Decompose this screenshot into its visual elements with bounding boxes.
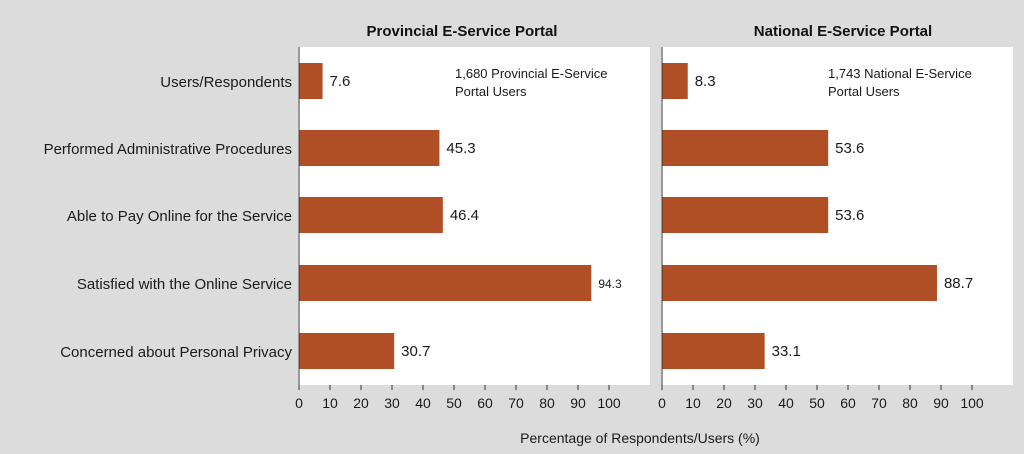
x-tick-label: 80 xyxy=(902,395,918,411)
x-tick-label: 80 xyxy=(539,395,555,411)
x-tick-label: 40 xyxy=(415,395,431,411)
x-tick-label: 100 xyxy=(960,395,984,411)
national-panel-title: National E-Service Portal xyxy=(754,23,932,40)
x-tick-label: 30 xyxy=(747,395,763,411)
bar-value-label: 53.6 xyxy=(835,207,864,224)
bar xyxy=(662,265,937,301)
x-tick-label: 60 xyxy=(477,395,493,411)
x-tick-label: 10 xyxy=(685,395,701,411)
x-tick-label: 50 xyxy=(809,395,825,411)
category-label: Users/Respondents xyxy=(160,74,292,91)
bar-value-label: 45.3 xyxy=(446,140,475,157)
category-labels: Users/Respondents Performed Administrati… xyxy=(44,74,293,361)
bar xyxy=(662,197,829,233)
x-axis-label: Percentage of Respondents/Users (%) xyxy=(520,430,760,446)
bar xyxy=(299,333,395,369)
category-label: Performed Administrative Procedures xyxy=(44,141,292,158)
x-tick-label: 30 xyxy=(384,395,400,411)
x-tick-label: 70 xyxy=(508,395,524,411)
x-tick-label: 90 xyxy=(570,395,586,411)
bar-value-label: 94.3 xyxy=(598,277,622,291)
x-axis-layer: 0 10 20 30 40 50 60 70 80 90 100 0 10 20 30 40 50 60 70 80 9… xyxy=(295,47,984,411)
bars-layer: 7.6 45.3 46.4 94.3 30.7 8.3 53.6 53.6 88.7 33.1 xyxy=(299,63,973,369)
national-users-note-line2: Portal Users xyxy=(828,84,900,99)
bar-value-label: 53.6 xyxy=(835,140,864,157)
provincial-users-note-line2: Portal Users xyxy=(455,84,527,99)
bar-value-label: 8.3 xyxy=(695,73,716,90)
bar xyxy=(662,130,829,166)
x-tick-label: 100 xyxy=(597,395,621,411)
bar-value-label: 30.7 xyxy=(401,343,430,360)
x-tick-label: 20 xyxy=(353,395,369,411)
bar-value-label: 88.7 xyxy=(944,275,973,292)
x-tick-label: 20 xyxy=(716,395,732,411)
provincial-users-note-line1: 1,680 Provincial E-Service xyxy=(455,66,607,81)
bar xyxy=(662,63,688,99)
x-tick-label: 60 xyxy=(840,395,856,411)
category-label: Satisfied with the Online Service xyxy=(77,276,292,293)
x-tick-label: 70 xyxy=(871,395,887,411)
x-tick-label: 0 xyxy=(658,395,666,411)
category-label: Able to Pay Online for the Service xyxy=(67,208,292,225)
category-label: Concerned about Personal Privacy xyxy=(60,344,292,361)
bar-value-label: 46.4 xyxy=(450,207,479,224)
x-tick-label: 40 xyxy=(778,395,794,411)
bar xyxy=(299,63,323,99)
x-tick-label: 0 xyxy=(295,395,303,411)
provincial-panel-title: Provincial E-Service Portal xyxy=(367,23,558,40)
bar xyxy=(662,333,765,369)
national-users-note-line1: 1,743 National E-Service xyxy=(828,66,972,81)
bar xyxy=(299,265,592,301)
x-tick-label: 50 xyxy=(446,395,462,411)
x-tick-label: 90 xyxy=(933,395,949,411)
x-tick-label: 10 xyxy=(322,395,338,411)
bar-value-label: 33.1 xyxy=(772,343,801,360)
bar xyxy=(299,197,443,233)
bar-value-label: 7.6 xyxy=(330,73,351,90)
bar xyxy=(299,130,440,166)
